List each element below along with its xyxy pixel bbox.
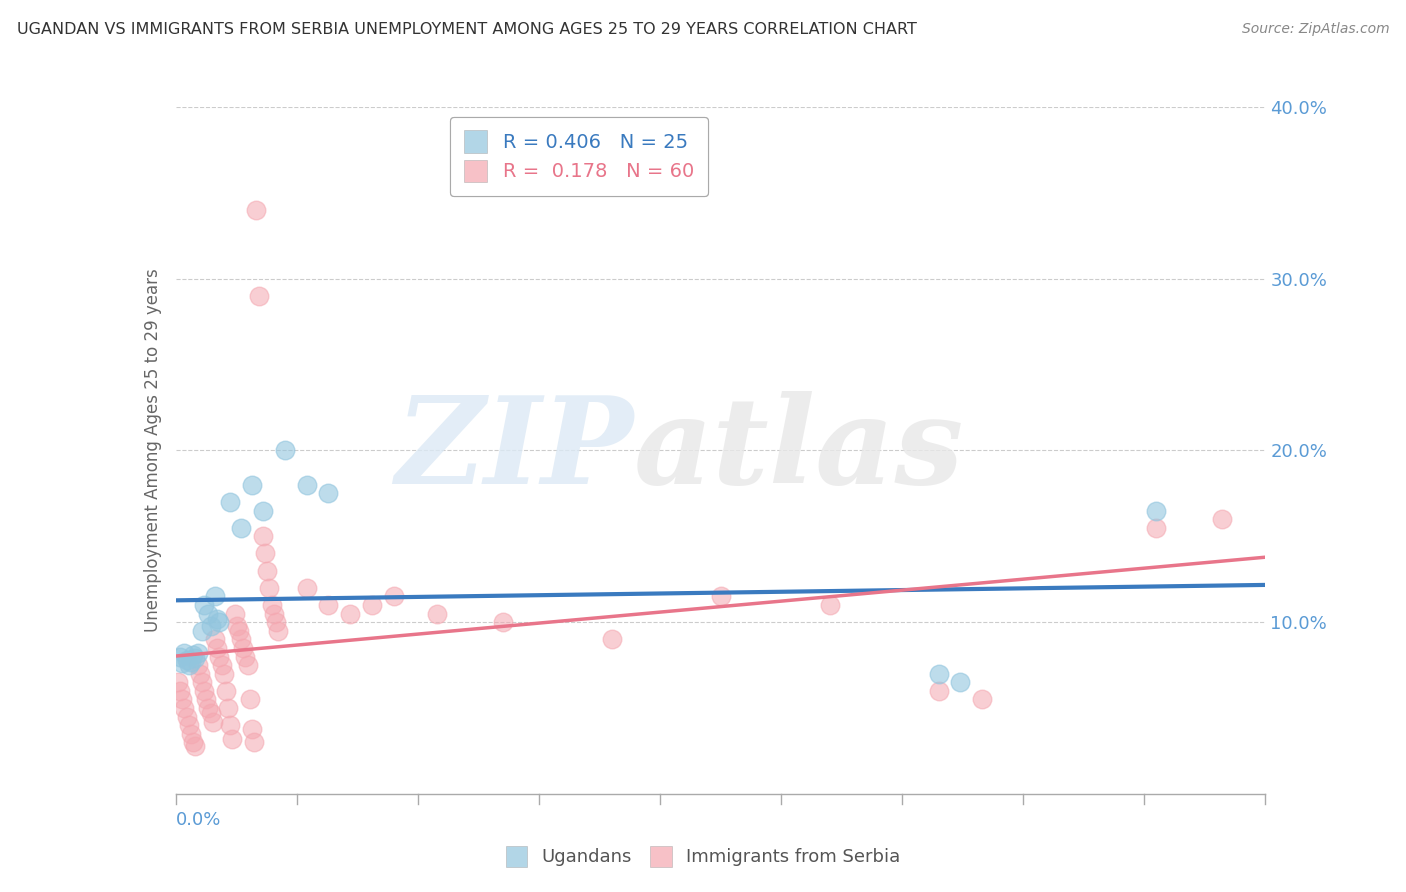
Point [267,624,290,638]
Point [169,683,191,698]
Point [221,731,243,746]
Point [928,666,950,681]
Point [208,649,231,664]
Text: Source: ZipAtlas.com: Source: ZipAtlas.com [1241,22,1389,37]
Point [167,675,190,690]
Point [228,624,250,638]
Point [186,658,209,673]
Point [1211,512,1233,526]
Point [224,607,246,621]
Point [240,478,263,492]
Point [169,649,191,664]
Point [200,618,222,632]
Point [193,683,215,698]
Point [426,607,449,621]
Point [239,692,262,706]
Point [252,529,274,543]
Text: atlas: atlas [633,392,963,509]
Point [232,640,254,655]
Point [191,624,214,638]
Point [240,722,263,736]
Point [195,692,218,706]
Point [211,658,233,673]
Point [225,618,247,632]
Point [360,598,382,612]
Point [204,632,226,647]
Point [186,646,209,660]
Point [215,683,238,698]
Point [259,581,281,595]
Y-axis label: Unemployment Among Ages 25 to 29 years: Unemployment Among Ages 25 to 29 years [143,268,162,632]
Point [247,289,270,303]
Point [231,632,253,647]
Point [219,718,242,732]
Point [197,607,219,621]
Point [197,701,219,715]
Point [243,735,266,749]
Point [382,590,405,604]
Point [193,598,215,612]
Point [200,706,222,721]
Point [254,546,277,561]
Point [339,607,361,621]
Legend: R = 0.406   N = 25, R =  0.178   N = 60: R = 0.406 N = 25, R = 0.178 N = 60 [450,117,707,195]
Point [256,564,278,578]
Point [217,701,239,715]
Point [236,658,259,673]
Point [264,615,287,630]
Point [173,646,195,660]
Point [949,675,972,690]
Point [219,495,242,509]
Point [173,701,195,715]
Point [318,598,340,612]
Point [263,607,285,621]
Point [176,709,198,723]
Point [928,683,950,698]
Point [1144,503,1167,517]
Point [172,692,194,706]
Point [252,503,274,517]
Point [1144,521,1167,535]
Point [181,735,204,749]
Point [295,478,318,492]
Point [318,486,340,500]
Point [191,675,214,690]
Point [235,649,257,664]
Point [181,648,204,662]
Point [818,598,841,612]
Point [184,651,207,665]
Point [177,658,200,673]
Point [208,615,231,630]
Point [204,590,226,604]
Point [201,714,224,729]
Point [245,202,267,217]
Point [180,655,202,669]
Text: 0.0%: 0.0% [176,811,221,829]
Text: ZIP: ZIP [395,392,633,509]
Point [231,521,253,535]
Point [600,632,623,647]
Point [205,612,228,626]
Point [295,581,318,595]
Legend: Ugandans, Immigrants from Serbia: Ugandans, Immigrants from Serbia [498,838,908,874]
Point [492,615,515,630]
Point [260,598,283,612]
Point [180,727,202,741]
Point [970,692,993,706]
Point [212,666,235,681]
Point [177,718,200,732]
Point [176,653,198,667]
Point [205,640,228,655]
Point [274,443,297,458]
Point [172,657,194,671]
Point [710,590,733,604]
Text: UGANDAN VS IMMIGRANTS FROM SERBIA UNEMPLOYMENT AMONG AGES 25 TO 29 YEARS CORRELA: UGANDAN VS IMMIGRANTS FROM SERBIA UNEMPL… [17,22,917,37]
Point [188,666,211,681]
Point [184,739,207,753]
